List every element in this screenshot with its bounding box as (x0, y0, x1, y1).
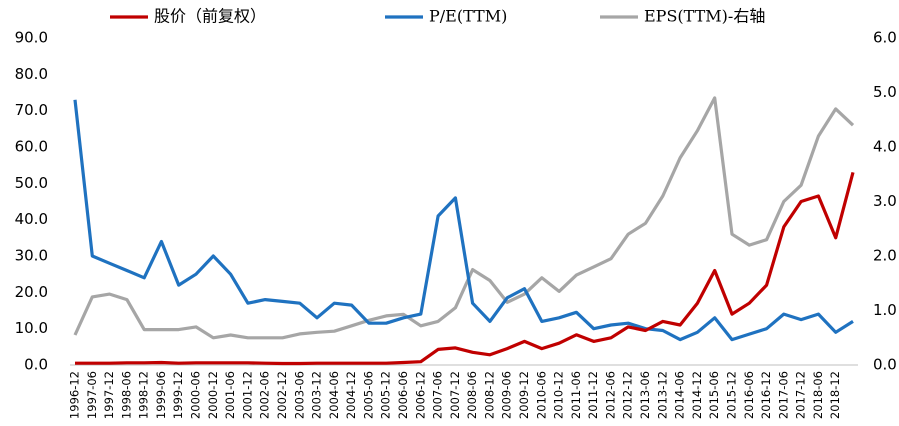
y-tick-label: 50.0 (15, 174, 48, 192)
x-tick-label: 2005-12 (379, 371, 393, 419)
x-tick-label: 2001-12 (240, 371, 254, 419)
x-tick-label: 2009-12 (517, 371, 531, 419)
x-tick-label: 2018-12 (828, 371, 842, 419)
x-tick-label: 2015-12 (724, 371, 738, 419)
x-tick-label: 2012-06 (603, 371, 617, 419)
x-tick-label: 2013-12 (655, 371, 669, 419)
x-tick-label: 2003-12 (310, 371, 324, 419)
x-tick-label: 2007-12 (448, 371, 462, 419)
x-tick-label: 1997-06 (85, 371, 99, 419)
x-tick-label: 2017-06 (776, 371, 790, 419)
y2-tick-label: 5.0 (873, 83, 897, 101)
x-tick-label: 2014-06 (673, 371, 687, 419)
x-tick-label: 2006-06 (396, 371, 410, 419)
x-tick-label: 2013-06 (638, 371, 652, 419)
series-line (73, 99, 854, 342)
x-tick-label: 2000-12 (206, 371, 220, 419)
x-tick-label: 2014-12 (690, 371, 704, 419)
x-tick-label: 2004-06 (327, 371, 341, 419)
x-tick-label: 1998-12 (137, 371, 151, 419)
y2-tick-label: 1.0 (873, 301, 897, 319)
x-tick-label: 2005-06 (361, 371, 375, 419)
x-tick-label: 2002-06 (258, 371, 272, 419)
x-tick-label: 2015-06 (707, 371, 721, 419)
x-tick-label: 2017-12 (794, 371, 808, 419)
x-tick-label: 2007-06 (431, 371, 445, 419)
y-tick-label: 10.0 (15, 319, 48, 337)
legend-label: EPS(TTM)-右轴 (644, 7, 765, 26)
y-tick-label: 90.0 (15, 29, 48, 47)
y-tick-label: 60.0 (15, 138, 48, 156)
x-tick-label: 1997-12 (102, 371, 116, 419)
x-tick-label: 2016-06 (742, 371, 756, 419)
x-tick-label: 2009-06 (500, 371, 514, 419)
x-tick-label: 2000-06 (189, 371, 203, 419)
y-tick-label: 70.0 (15, 101, 48, 119)
x-tick-label: 1998-06 (119, 371, 133, 419)
y-tick-label: 0.0 (24, 356, 48, 374)
x-tick-label: 2012-12 (621, 371, 635, 419)
x-tick-label: 2006-12 (413, 371, 427, 419)
series-line (75, 171, 855, 366)
x-tick-label: 2008-06 (465, 371, 479, 419)
x-tick-label: 2004-12 (344, 371, 358, 419)
x-tick-label: 1996-12 (68, 371, 82, 419)
x-tick-label: 2008-12 (482, 371, 496, 419)
x-tick-label: 1999-06 (154, 371, 168, 419)
x-tick-label: 1999-12 (171, 371, 185, 419)
x-tick-label: 2001-06 (223, 371, 237, 419)
y2-tick-label: 0.0 (873, 356, 897, 374)
x-tick-label: 2018-06 (811, 371, 825, 419)
y2-tick-label: 3.0 (873, 192, 897, 210)
x-tick-label: 2011-12 (586, 371, 600, 419)
x-tick-label: 2011-06 (569, 371, 583, 419)
x-tick-label: 2010-12 (552, 371, 566, 419)
x-tick-label: 2002-12 (275, 371, 289, 419)
series-line (73, 96, 855, 340)
legend-label: P/E(TTM) (429, 7, 507, 26)
y-tick-label: 40.0 (15, 210, 48, 228)
x-tick-label: 2016-12 (759, 371, 773, 419)
y-tick-label: 20.0 (15, 283, 48, 301)
y2-tick-label: 6.0 (873, 29, 897, 47)
x-tick-label: 2010-06 (534, 371, 548, 419)
x-tick-label: 2003-06 (292, 371, 306, 419)
legend-label: 股价（前复权） (154, 7, 266, 26)
y-tick-label: 30.0 (15, 247, 48, 265)
y2-tick-label: 4.0 (873, 138, 897, 156)
y-tick-label: 80.0 (15, 65, 48, 83)
y2-tick-label: 2.0 (873, 247, 897, 265)
